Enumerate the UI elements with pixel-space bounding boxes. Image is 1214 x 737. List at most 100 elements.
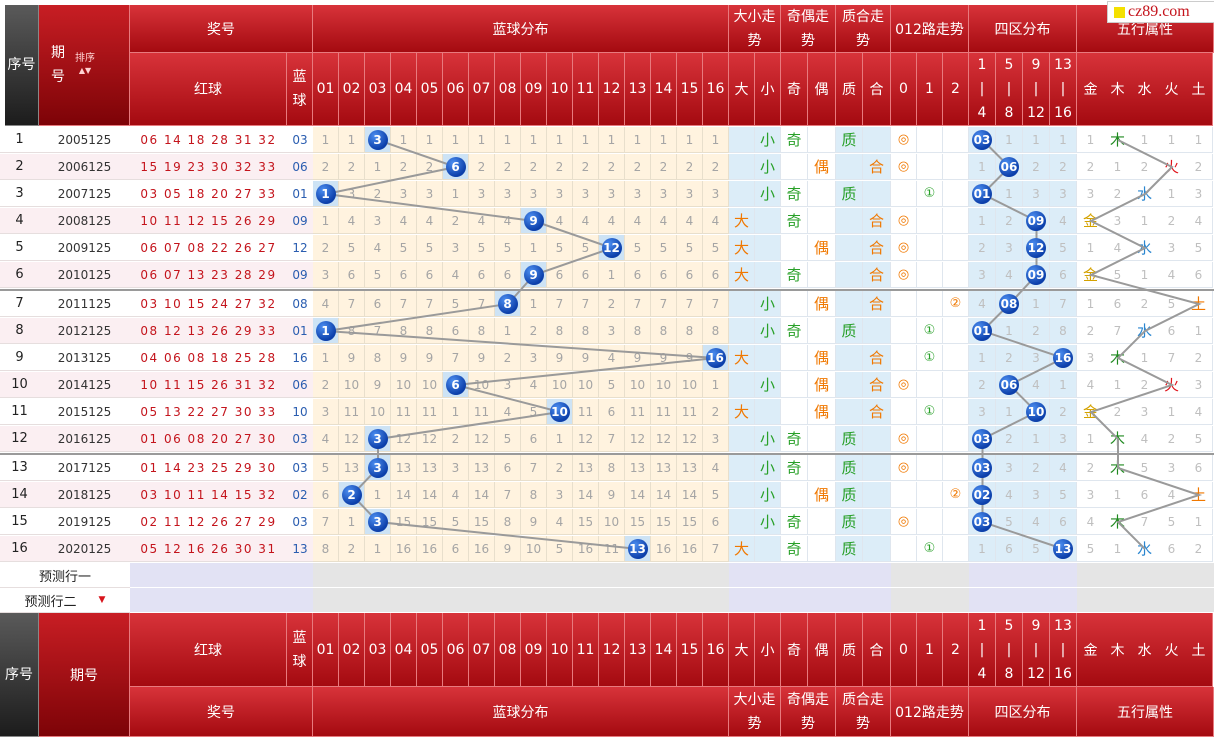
blue-dist-cell: 10 xyxy=(417,372,443,398)
zone-cell: 2 xyxy=(1050,154,1077,180)
blue-dist-cell: 10 xyxy=(521,536,547,562)
zone-cell: 1 xyxy=(969,208,996,234)
predict-road-area[interactable] xyxy=(891,563,969,588)
zone-cell: 4 xyxy=(1050,208,1077,234)
zone-col-part: 4 xyxy=(977,665,987,682)
parity-odd-cell: 奇 xyxy=(781,318,808,344)
predict-wuxing-area[interactable] xyxy=(1077,588,1214,613)
parity-even-cell xyxy=(808,455,836,481)
parity-even-cell xyxy=(808,536,836,562)
wuxing-col-header-3-footer: 火 xyxy=(1158,613,1186,687)
blue-dist-cell: 5 xyxy=(547,536,573,562)
predict-wuxing-area[interactable] xyxy=(1077,563,1214,588)
road-0-cell xyxy=(891,536,917,562)
size-small-cell: 小 xyxy=(755,318,781,344)
wuxing-cell: 2 xyxy=(1158,208,1186,234)
wuxing-cell: 5 xyxy=(1185,235,1213,261)
composite-cell: 合 xyxy=(863,235,891,261)
blue-dist-cell: 2 xyxy=(703,154,729,180)
predict-row-label[interactable]: 预测行二 ▼ xyxy=(0,588,130,613)
blue-dist-cell: 2 xyxy=(391,154,417,180)
zone-cell: 2 xyxy=(1050,399,1077,425)
wuxing-cell: 1 xyxy=(1131,262,1159,288)
zone-col-part: 16 xyxy=(1054,665,1072,682)
zone-col-header-2: 9 | 12 xyxy=(1023,53,1050,126)
predict-zone-area[interactable] xyxy=(969,563,1077,588)
wuxing-cell: 3 xyxy=(1077,345,1105,371)
road-0-cell: ◎ xyxy=(891,509,917,535)
blue-dist-cell: 12 xyxy=(651,426,677,452)
blue-ball-cell: 13 xyxy=(287,536,313,562)
wuxing-cell: 1 xyxy=(1104,154,1132,180)
zone-cell: 1 xyxy=(996,318,1023,344)
size-small-cell: 小 xyxy=(755,372,781,398)
road-0-cell: ◎ xyxy=(891,262,917,288)
road-0-cell: ◎ xyxy=(891,426,917,452)
blue-dist-cell: 1 xyxy=(703,127,729,153)
predict-blue-area[interactable] xyxy=(313,588,729,613)
seq-cell: 7 xyxy=(0,291,39,317)
red-balls-cell: 06 07 08 22 26 27 xyxy=(130,235,287,261)
predict-zone-area[interactable] xyxy=(969,588,1077,613)
blue-dist-cell: 3 xyxy=(339,181,365,207)
road-1-cell: ① xyxy=(917,399,943,425)
blue-dist-cell: 3 xyxy=(443,235,469,261)
period-header[interactable]: 期号 排序 ▲▼ xyxy=(39,5,130,126)
wuxing-col-header-3: 火 xyxy=(1158,53,1186,126)
wuxing-col-header-2: 水 xyxy=(1131,53,1159,126)
wuxing-cell: 1 xyxy=(1104,372,1132,398)
period-cell: 2006125 xyxy=(39,154,130,180)
blue-dist-cell: 2 xyxy=(443,208,469,234)
zone-col-part: 9 xyxy=(1031,617,1041,634)
road-col-header-1-footer: 1 xyxy=(917,613,943,687)
period-cell: 2013125 xyxy=(39,345,130,371)
blue-ball-marker: 3 xyxy=(367,428,388,449)
sort-button[interactable]: 排序 ▲▼ xyxy=(75,53,95,77)
blue-dist-cell: 4 xyxy=(443,262,469,288)
zone-col-part: 1 xyxy=(977,617,987,634)
down-arrow-icon[interactable]: ▼ xyxy=(98,595,106,605)
zone-ball-marker: 02 xyxy=(972,484,992,505)
blue-dist-cell: 13 xyxy=(677,455,703,481)
wuxing-col-header-4-footer: 土 xyxy=(1185,613,1213,687)
blue-dist-cell: 11 xyxy=(651,399,677,425)
predict-blue-area[interactable] xyxy=(313,563,729,588)
blue-dist-cell: 2 xyxy=(651,154,677,180)
composite-cell: 合 xyxy=(863,154,891,180)
predict-red-area[interactable] xyxy=(130,588,313,613)
blue-dist-cell: 16 xyxy=(391,536,417,562)
predict-red-area[interactable] xyxy=(130,563,313,588)
predict-trend-area[interactable] xyxy=(729,563,891,588)
site-badge[interactable]: cz89.com xyxy=(1107,1,1214,23)
blue-dist-cell: 12 xyxy=(391,426,417,452)
size-big-cell: 大 xyxy=(729,208,755,234)
blue-dist-cell: 2 xyxy=(521,154,547,180)
size-big-cell xyxy=(729,426,755,452)
wuxing-cell: 6 xyxy=(1104,291,1132,317)
predict-trend-area[interactable] xyxy=(729,588,891,613)
predict-row-label[interactable]: 预测行一 xyxy=(0,563,130,588)
blue-dist-cell: 14 xyxy=(573,482,599,508)
blue-dist-cell: 13 xyxy=(391,455,417,481)
period-cell: 2016125 xyxy=(39,426,130,452)
road-2-cell xyxy=(943,208,969,234)
predict-road-area[interactable] xyxy=(891,588,969,613)
blue-col-header-10: 10 xyxy=(547,53,573,126)
red-balls-cell: 03 05 18 20 27 33 xyxy=(130,181,287,207)
prime-col-header-0-footer: 质 xyxy=(836,613,863,687)
blue-dist-cell: 4 xyxy=(391,208,417,234)
seq-cell: 13 xyxy=(0,455,39,481)
blue-dist-cell: 2 xyxy=(313,154,339,180)
composite-cell: 合 xyxy=(863,345,891,371)
parity-odd-cell xyxy=(781,235,808,261)
road-0-cell: ◎ xyxy=(891,372,917,398)
blue-dist-cell: 6 xyxy=(521,426,547,452)
wuxing-cell: 1 xyxy=(1104,536,1132,562)
zone-cell: 3 xyxy=(969,262,996,288)
zone4-header: 四区分布 xyxy=(969,5,1077,53)
blue-col-header-16-footer: 16 xyxy=(703,613,729,687)
period-cell: 2018125 xyxy=(39,482,130,508)
road-0-cell xyxy=(891,482,917,508)
wuxing-cell: 木 xyxy=(1104,509,1132,535)
size-big-cell: 大 xyxy=(729,262,755,288)
